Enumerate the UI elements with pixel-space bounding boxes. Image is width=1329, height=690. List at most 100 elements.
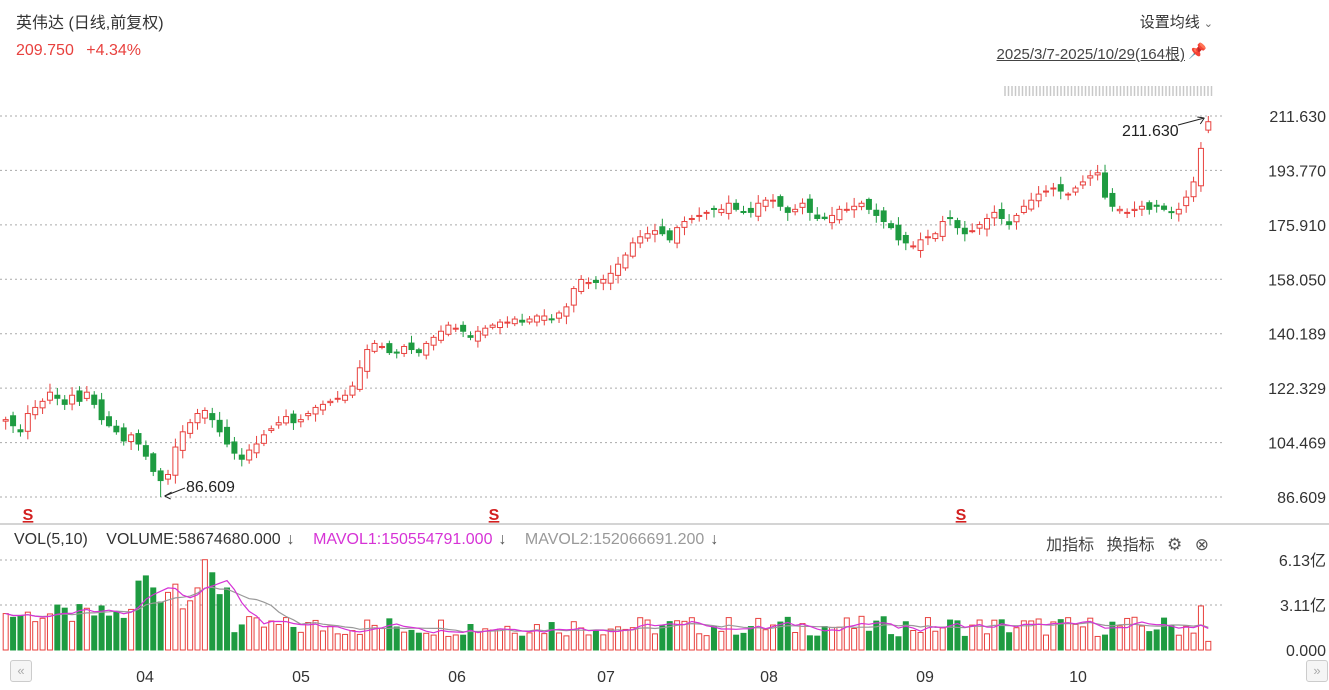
candle-body [1087, 175, 1094, 179]
pin-icon[interactable]: 📌 [1188, 43, 1207, 60]
volume-bar [489, 629, 496, 651]
chevron-down-icon: ⌄ [1203, 18, 1213, 30]
volume-bar [519, 635, 526, 651]
high-arrow [1177, 117, 1205, 126]
candle-body [777, 196, 784, 207]
date-range[interactable]: 2025/3/7-2025/10/29(164根) [996, 46, 1185, 63]
volume-bar [821, 626, 828, 651]
annotations: 211.630 86.609 [164, 116, 1205, 500]
candle-body [747, 207, 754, 213]
volume-bar [917, 631, 924, 651]
volume-bar [961, 635, 968, 651]
candle-body [541, 315, 548, 321]
event-marker: S [956, 507, 967, 524]
month-label: 10 [1069, 669, 1087, 686]
candle-body [46, 391, 53, 401]
low-arrow [164, 487, 186, 497]
scroll-right-button[interactable]: » [1306, 660, 1328, 682]
volume-bar [10, 616, 17, 651]
event-marker: S [23, 507, 34, 524]
candle-body [1116, 208, 1123, 212]
add-indicator-button[interactable]: 加指标 [1046, 537, 1095, 554]
candle-body [349, 385, 356, 396]
candle-body [799, 202, 806, 208]
candle-body [1094, 172, 1101, 176]
volume-bar [548, 622, 555, 651]
close-icon[interactable]: ⊗ [1194, 535, 1209, 554]
candle-body [356, 367, 363, 390]
volume-bar [880, 616, 887, 651]
volume-bar [142, 575, 149, 651]
month-label: 06 [448, 669, 466, 686]
volume-bar [2, 613, 9, 651]
scroll-left-button[interactable]: « [10, 660, 32, 682]
volume-bar [755, 617, 762, 651]
volume-bar [696, 633, 703, 651]
volume-bar [1197, 605, 1204, 651]
volume-bar [651, 633, 658, 651]
volume-bar [253, 617, 260, 651]
candle-body [910, 245, 917, 248]
high-arrowhead [1197, 116, 1205, 125]
volume-bar [268, 620, 275, 651]
gear-icon[interactable]: ⚙ [1167, 535, 1183, 554]
volume-bar [733, 634, 740, 651]
volume-bar [113, 611, 120, 651]
candle-body [917, 239, 924, 251]
candle-body [401, 345, 408, 354]
volume-bar [260, 626, 267, 651]
candle-body [637, 236, 644, 244]
candle-body [851, 205, 858, 211]
candle-body [888, 223, 895, 229]
candle-body [829, 214, 836, 224]
price-tick-label: 86.609 [1277, 490, 1326, 507]
volume-bar [585, 634, 592, 651]
volume-bar [947, 619, 954, 651]
candle-body [290, 413, 297, 424]
candle-body [135, 433, 142, 445]
volume-bar [674, 620, 681, 651]
volume-bar [275, 624, 282, 651]
volume-bar [644, 619, 651, 651]
volume-bar [541, 633, 548, 651]
volume-bar [283, 617, 290, 651]
volume-bar [1102, 634, 1109, 651]
volume-bar [607, 628, 614, 651]
volume-bar [334, 633, 341, 651]
candle-body [319, 403, 326, 411]
time-axis: 04 05 06 07 08 09 10 [136, 669, 1087, 686]
month-label: 09 [916, 669, 934, 686]
candle-body [666, 230, 673, 241]
low-label: 86.609 [186, 479, 235, 496]
volume-legend: VOL(5,10) VOLUME:58674680.000 ↓ MAVOL1:15… [14, 531, 732, 549]
candle-body [430, 336, 437, 346]
volume-bar [1205, 640, 1212, 651]
mavol2-line [5, 586, 1209, 633]
volume-bar [865, 630, 872, 651]
candle-body [1153, 204, 1160, 207]
volume-bar [497, 628, 504, 651]
candle-body [1183, 196, 1190, 207]
volume-bar [969, 624, 976, 651]
ma-setting-button[interactable]: 设置均线 ⌄ [1140, 11, 1213, 32]
volume-bar [386, 618, 393, 651]
month-label: 07 [597, 669, 615, 686]
volume-bar [172, 583, 179, 651]
candle-body [725, 202, 732, 214]
chart-title: 英伟达 (日线,前复权) [16, 15, 164, 32]
candle-body [91, 394, 98, 405]
volume-bar [290, 626, 297, 651]
candle-body [880, 210, 887, 223]
volume-bar [770, 624, 777, 651]
candle-body [423, 342, 430, 356]
switch-indicator-button[interactable]: 换指标 [1106, 537, 1155, 554]
volume-bar [836, 626, 843, 651]
volume-bar [829, 626, 836, 651]
candle-body [364, 349, 371, 372]
volume-bar [61, 607, 68, 651]
candle-body [895, 224, 902, 241]
candle-body [1161, 205, 1168, 210]
volume-bar [578, 627, 585, 651]
volume-bar [998, 619, 1005, 651]
